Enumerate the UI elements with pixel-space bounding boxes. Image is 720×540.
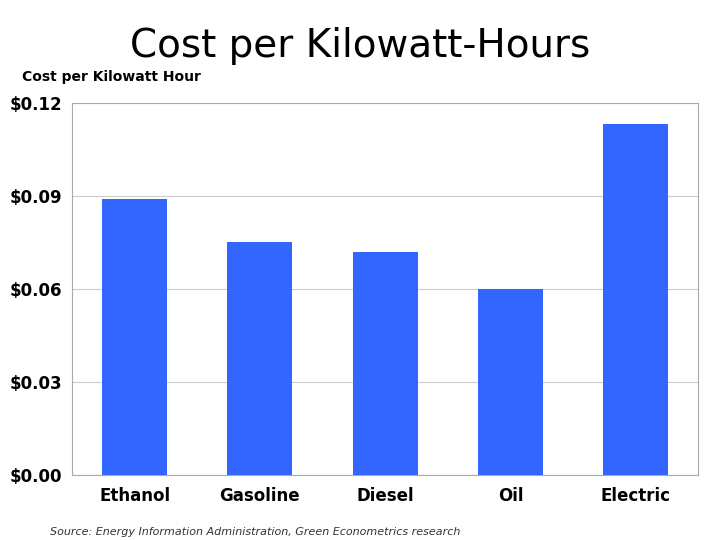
Text: Source: Energy Information Administration, Green Econometrics research: Source: Energy Information Administratio… — [50, 527, 461, 537]
Bar — [603, 124, 668, 475]
Bar — [228, 242, 292, 475]
Bar — [353, 252, 418, 475]
Bar — [478, 289, 543, 475]
Bar — [102, 199, 167, 475]
Text: Cost per Kilowatt Hour: Cost per Kilowatt Hour — [22, 70, 201, 84]
Text: Cost per Kilowatt-Hours: Cost per Kilowatt-Hours — [130, 27, 590, 65]
